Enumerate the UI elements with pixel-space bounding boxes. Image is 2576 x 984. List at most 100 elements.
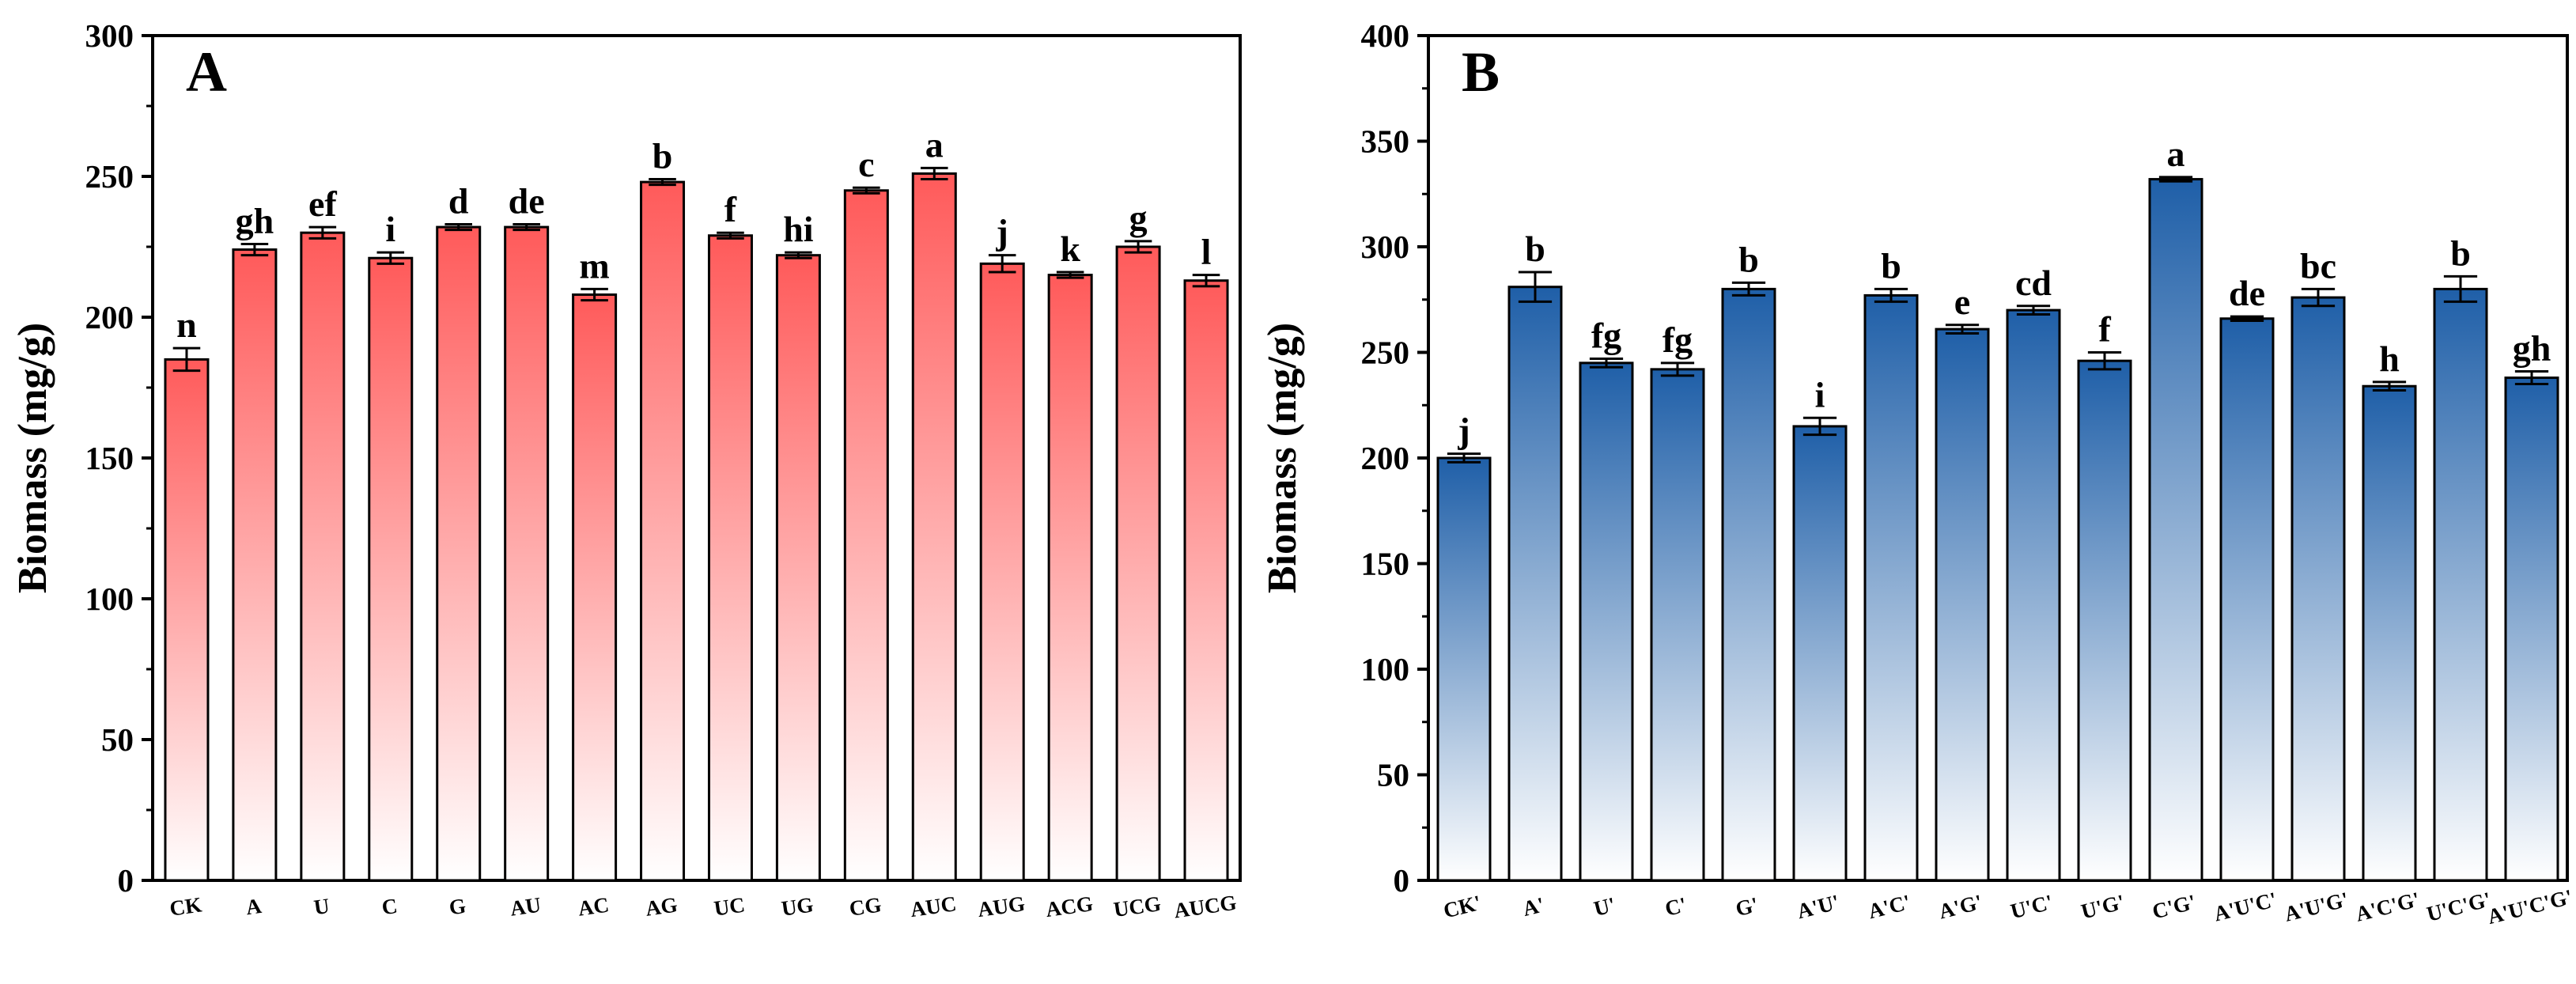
bar: [1579, 361, 1634, 882]
bar: [911, 172, 957, 882]
bar: [2077, 359, 2132, 882]
x-tick-label: AUG: [976, 891, 1027, 922]
y-axis-title: Biomass (mg/g): [10, 323, 55, 593]
significance-label: d: [448, 181, 469, 221]
bar: [1721, 287, 1776, 882]
x-tick-label: AG: [644, 892, 679, 920]
x-tick-label: UCG: [1112, 891, 1163, 922]
y-tick-label: 400: [1361, 17, 1410, 54]
bar: [1935, 327, 1990, 882]
y-tick-label: 50: [1377, 757, 1409, 793]
significance-label: k: [1060, 229, 1080, 269]
x-tick-label: CG: [848, 892, 883, 920]
bar: [2219, 317, 2275, 882]
x-tick-label: U'C'G': [2424, 887, 2493, 926]
x-tick-label: AC: [577, 893, 611, 921]
bar: [979, 262, 1025, 882]
y-tick-label: 200: [85, 299, 134, 335]
bar: [640, 180, 686, 882]
x-tick-label: A'C'G': [2353, 887, 2422, 926]
x-tick-label: G': [1733, 892, 1761, 921]
y-tick-label: 100: [85, 581, 134, 617]
y-tick-label: 100: [1361, 651, 1410, 687]
significance-label: fg: [1662, 320, 1693, 360]
bar: [1436, 456, 1492, 882]
y-tick-label: 150: [85, 440, 134, 476]
bar: [1507, 286, 1563, 882]
bar: [1047, 274, 1093, 882]
significance-label: i: [385, 209, 395, 249]
bar: [2006, 308, 2061, 882]
y-tick-label: 150: [1361, 546, 1410, 582]
significance-label: ef: [308, 184, 337, 224]
significance-label: bc: [2300, 245, 2336, 286]
significance-label: b: [653, 136, 673, 176]
x-tick-label: AU: [509, 893, 543, 921]
x-tick-label: U': [1591, 892, 1617, 921]
significance-label: m: [579, 245, 609, 286]
significance-label: j: [1457, 411, 1470, 451]
x-tick-label: AUCG: [1172, 891, 1238, 923]
y-tick-label: 50: [101, 721, 134, 758]
x-tick-label: UG: [780, 892, 815, 920]
significance-label: a: [2167, 134, 2185, 174]
panel-b: 0 50 100 150 200 250 300 350 400 j CK' b A' fg U' fg C' b…: [1260, 17, 2575, 929]
y-tick-label: 0: [118, 862, 134, 899]
x-tick-label: UC: [713, 893, 747, 921]
bar: [707, 234, 753, 882]
significance-label: n: [176, 305, 197, 345]
x-tick-label: A'C': [1866, 890, 1913, 923]
significance-label: f: [724, 189, 737, 229]
significance-label: de: [509, 181, 545, 221]
bar: [1792, 425, 1848, 882]
panel-label: A: [186, 40, 227, 104]
significance-label: g: [1129, 198, 1148, 238]
significance-label: gh: [2513, 328, 2551, 369]
bar: [2504, 377, 2559, 882]
significance-label: hi: [783, 209, 814, 249]
bar: [1650, 368, 1705, 882]
bar: [1863, 293, 1919, 882]
y-tick-label: 300: [1361, 229, 1410, 265]
x-tick-label: G: [448, 894, 467, 920]
bar: [572, 293, 618, 882]
significance-label: gh: [236, 200, 274, 240]
significance-label: cd: [2015, 263, 2052, 303]
bar: [2290, 296, 2346, 882]
bar: [843, 189, 889, 882]
x-tick-label: A'U'C'G': [2485, 884, 2575, 929]
x-tick-label: ACG: [1044, 891, 1095, 922]
significance-label: j: [996, 212, 1008, 252]
significance-label: de: [2229, 273, 2265, 313]
x-tick-label: CK: [168, 892, 203, 920]
y-tick-label: 350: [1361, 123, 1410, 160]
y-tick-label: 0: [1394, 862, 1410, 899]
x-tick-label: A'U'G': [2282, 887, 2351, 926]
bar: [1115, 245, 1161, 882]
bar: [2362, 384, 2417, 882]
y-axis-title: Biomass (mg/g): [1260, 323, 1305, 593]
bar: [436, 225, 482, 882]
x-tick-label: AUC: [909, 891, 958, 922]
significance-label: a: [925, 124, 944, 165]
x-tick-label: U: [312, 894, 331, 919]
x-tick-label: U'C': [2008, 890, 2056, 923]
y-tick-label: 250: [1361, 335, 1410, 371]
significance-label: b: [2450, 233, 2471, 273]
y-tick-label: 200: [1361, 440, 1410, 476]
y-tick-label: 250: [85, 158, 134, 195]
x-tick-label: A'U'C': [2211, 887, 2279, 926]
bar: [300, 231, 346, 882]
significance-label: c: [858, 144, 874, 184]
x-tick-label: A'U': [1795, 890, 1842, 923]
panel-label: B: [1462, 40, 1500, 104]
x-tick-label: C': [1662, 892, 1689, 921]
x-tick-label: A'G': [1936, 890, 1984, 924]
panel-a: 0 50 100 150 200 250 300 n CK gh Aef Ui Cd Gde AU m AC b A…: [10, 17, 1242, 923]
significance-label: l: [1201, 232, 1212, 272]
y-tick-label: 300: [85, 17, 134, 54]
x-tick-label: C: [380, 894, 399, 919]
bar: [1183, 279, 1229, 882]
significance-label: b: [1738, 239, 1759, 279]
significance-label: h: [2379, 339, 2400, 379]
